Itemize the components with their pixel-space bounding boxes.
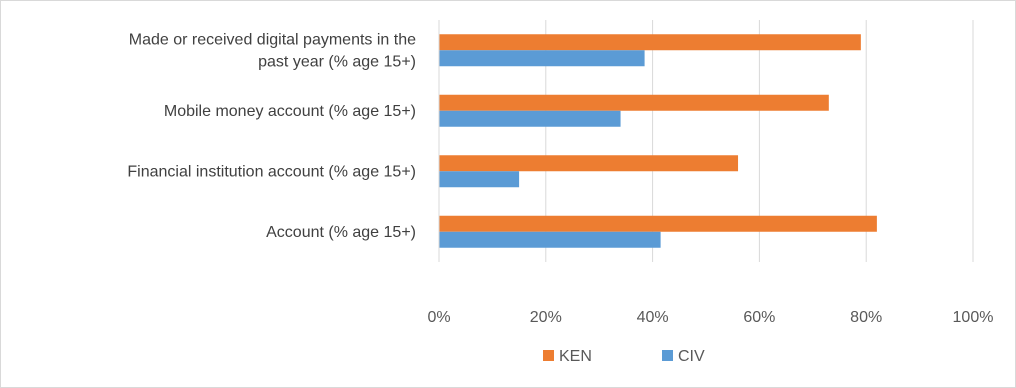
category-label: Mobile money account (% age 15+) [164,103,416,120]
x-tick-label: 0% [427,309,450,326]
bar-civ [439,171,520,188]
x-tick-label: 60% [743,309,775,326]
bar-civ [439,50,645,67]
category-label: past year (% age 15+) [258,53,416,70]
legend: KEN CIV [543,348,705,365]
legend-swatch-ken [543,350,554,361]
category-label: Account (% age 15+) [266,224,416,241]
x-tick-label: 20% [530,309,562,326]
x-tick-label: 100% [953,309,994,326]
bar-ken [439,215,877,232]
legend-label-ken: KEN [559,348,592,365]
bar-ken [439,155,739,172]
legend-label-civ: CIV [678,348,705,365]
category-label: Made or received digital payments in the [129,31,416,48]
category-labels: Made or received digital payments in the… [127,31,416,241]
bar-ken [439,94,829,111]
bars [439,34,877,248]
x-tick-label: 80% [850,309,882,326]
x-tick-label: 40% [637,309,669,326]
bar-ken [439,34,861,51]
bar-civ [439,110,621,127]
legend-swatch-civ [662,350,673,361]
bar-civ [439,231,661,248]
x-tick-labels: 0% 20% 40% 60% 80% 100% [427,309,993,326]
category-label: Financial institution account (% age 15+… [127,163,416,180]
